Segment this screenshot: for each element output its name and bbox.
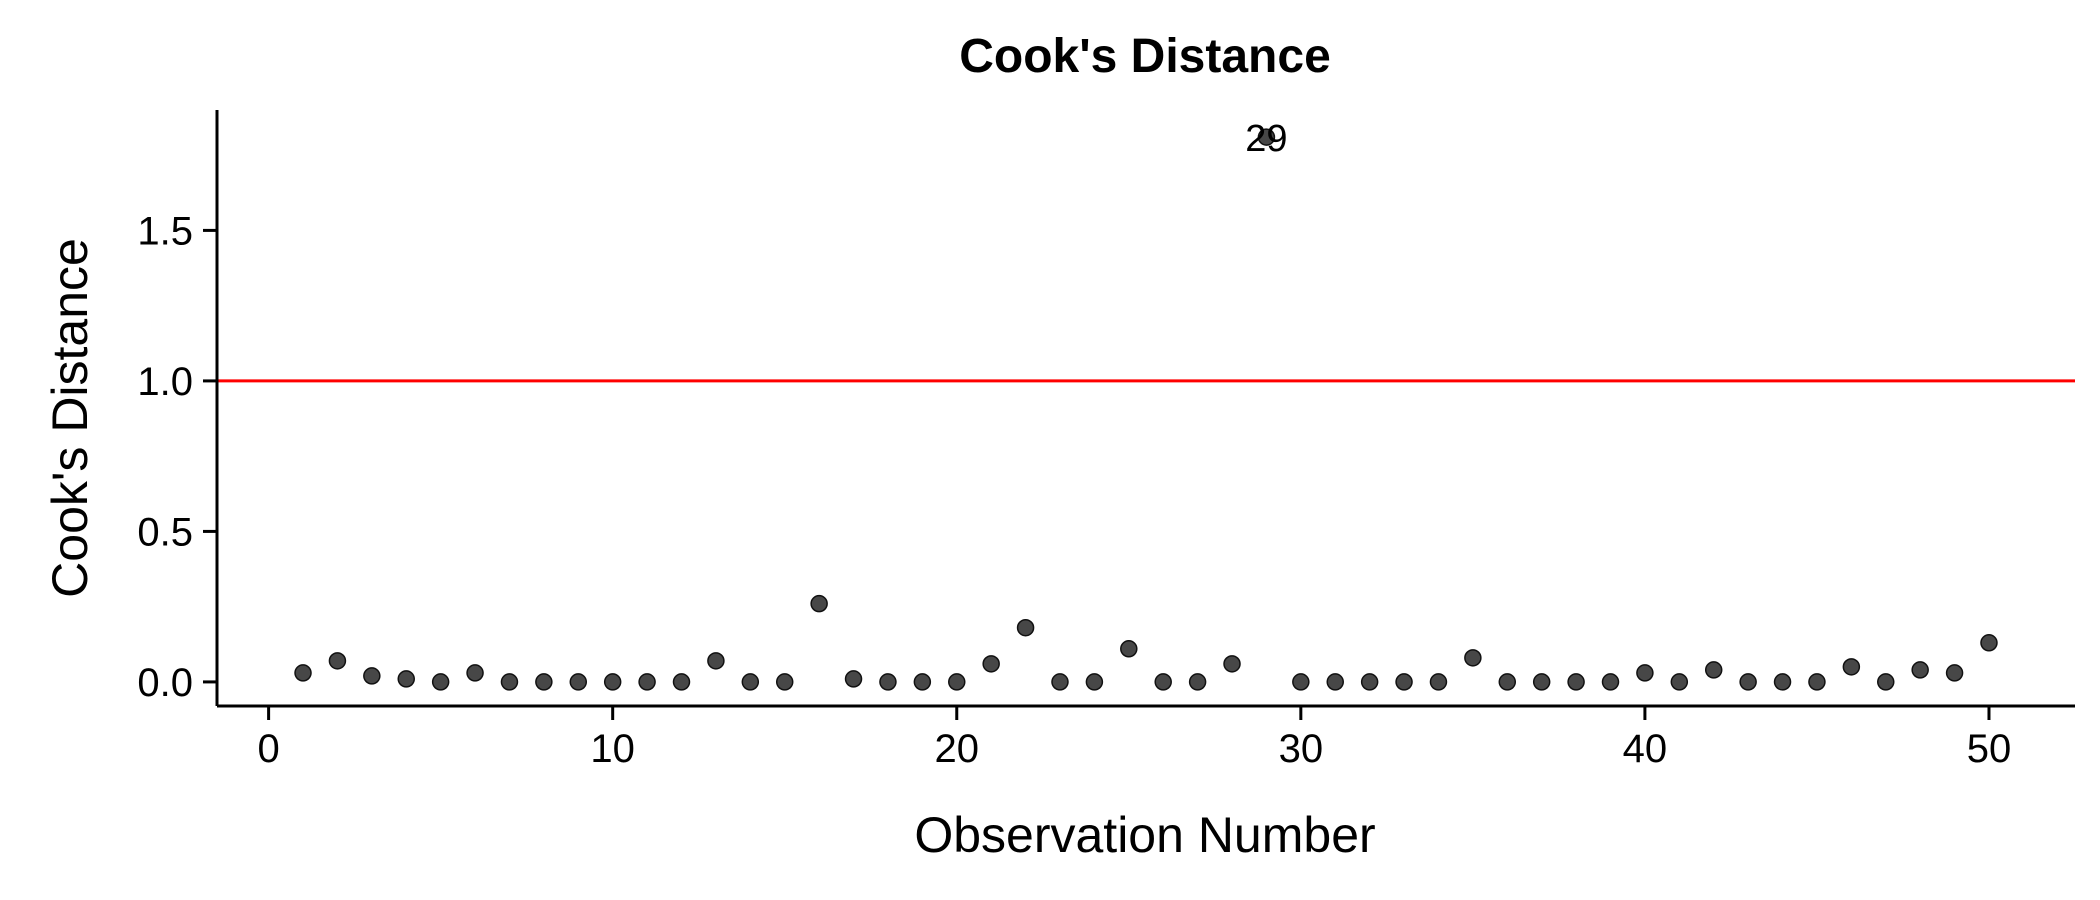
data-point: [363, 667, 381, 685]
data-point: [1636, 664, 1654, 682]
data-point: [1292, 673, 1310, 691]
data-point: [1188, 673, 1207, 691]
data-point: [1670, 673, 1689, 691]
data-point: [294, 664, 312, 682]
data-point: [1945, 664, 1964, 682]
x-tick-label: 10: [590, 727, 635, 771]
data-point: [1464, 649, 1482, 667]
data-point: [1257, 128, 1276, 146]
data-point: [1808, 673, 1826, 691]
data-point: [810, 594, 828, 613]
point-annotation: 29: [1245, 118, 1287, 160]
data-point: [328, 652, 347, 670]
x-tick-label: 0: [257, 727, 279, 771]
data-point: [1601, 673, 1620, 691]
data-point: [466, 664, 484, 682]
data-point: [535, 673, 553, 691]
chart-title: Cook's Distance: [959, 30, 1331, 83]
data-point: [1085, 673, 1104, 691]
data-point: [741, 673, 760, 691]
data-point: [844, 670, 863, 688]
data-point: [569, 673, 588, 691]
data-point: [707, 652, 725, 670]
data-point: [603, 673, 622, 691]
data-point: [982, 655, 1000, 673]
data-point: [1120, 640, 1138, 658]
data-point: [1704, 661, 1723, 679]
y-tick-label: 0.0: [137, 661, 193, 705]
data-point: [1429, 673, 1448, 691]
y-axis-label: Cook's Distance: [42, 238, 98, 598]
data-point: [1498, 673, 1517, 691]
data-point: [397, 670, 415, 688]
data-point: [500, 673, 519, 691]
data-point: [1773, 673, 1792, 691]
data-point: [1739, 673, 1757, 691]
data-point: [1223, 655, 1241, 673]
y-tick-label: 0.5: [137, 510, 193, 554]
data-point: [1842, 658, 1861, 676]
data-point: [948, 673, 966, 691]
data-point: [672, 673, 691, 691]
data-point: [1567, 673, 1585, 691]
data-point: [1154, 673, 1172, 691]
data-point: [431, 673, 450, 691]
data-point: [1326, 673, 1344, 691]
data-point: [1016, 618, 1035, 637]
data-point: [1532, 673, 1551, 691]
x-axis-label: Observation Number: [914, 807, 1375, 863]
data-point: [775, 673, 794, 691]
y-tick-label: 1.0: [137, 360, 193, 404]
data-point: [638, 673, 656, 691]
data-point: [879, 673, 897, 691]
data-point: [1911, 661, 1929, 679]
x-tick-label: 40: [1623, 727, 1668, 771]
data-point: [913, 673, 932, 691]
x-tick-label: 50: [1967, 727, 2012, 771]
data-point: [1051, 673, 1069, 691]
y-tick-label: 1.5: [137, 209, 193, 253]
data-point: [1395, 673, 1413, 691]
x-tick-label: 30: [1279, 727, 1324, 771]
data-point: [1980, 634, 1998, 652]
data-point: [1877, 673, 1895, 691]
data-point: [1360, 673, 1379, 691]
x-tick-label: 20: [935, 727, 980, 771]
